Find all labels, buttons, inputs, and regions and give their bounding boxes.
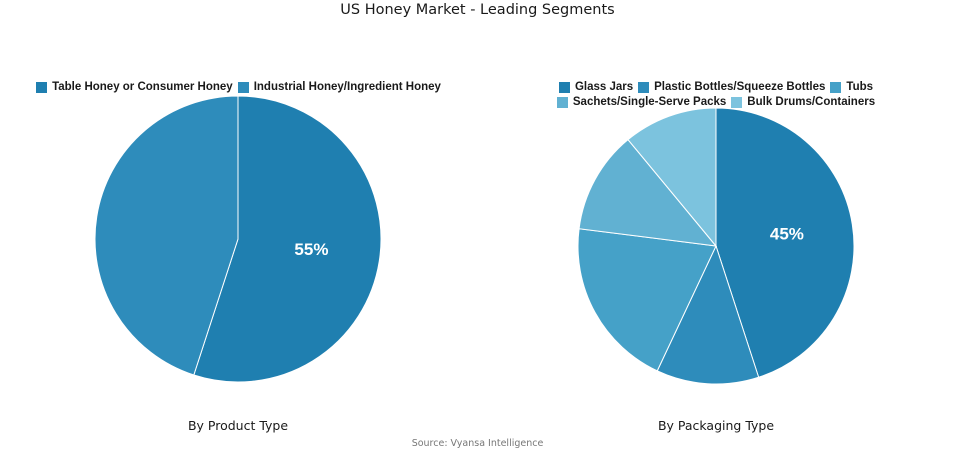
- legend-swatch: [36, 82, 48, 93]
- legend-label: Bulk Drums/Containers: [747, 96, 876, 108]
- pie-slice: [94, 95, 239, 376]
- legend-item: Industrial Honey/Ingredient Honey: [237, 80, 441, 95]
- subtitle-product-type: By Product Type: [187, 418, 289, 433]
- legend-label: Sachets/Single-Serve Packs: [572, 96, 727, 108]
- source-note: Source: Vyansa Intelligence: [411, 438, 544, 449]
- legend-packaging-type: Glass Jars Plastic Bottles/Squeeze Bottle…: [477, 80, 955, 110]
- legend-swatch: [558, 82, 570, 93]
- slice-data-label: 55%: [294, 240, 328, 259]
- legend-label: Table Honey or Consumer Honey: [52, 81, 233, 93]
- legend-product-type: Table Honey or Consumer Honey Industrial …: [0, 80, 477, 95]
- slice-data-label: 45%: [770, 224, 804, 243]
- legend-swatch: [556, 97, 568, 108]
- pie-slice: [656, 244, 760, 385]
- subtitle-packaging-type: By Packaging Type: [657, 418, 775, 433]
- pie-slice: [627, 107, 717, 248]
- legend-swatch: [237, 82, 249, 93]
- legend-row: Sachets/Single-Serve Packs Bulk Drums/Con…: [477, 95, 955, 110]
- legend-item: Sachets/Single-Serve Packs: [556, 95, 727, 110]
- legend-item: Glass Jars: [558, 80, 634, 95]
- pie-slice: [193, 95, 382, 383]
- legend-item: Tubs: [830, 80, 873, 95]
- legend-item: Table Honey or Consumer Honey: [36, 80, 233, 95]
- pie-chart-product-type: 55%: [94, 95, 382, 383]
- legend-label: Plastic Bottles/Squeeze Bottles: [654, 81, 826, 93]
- pie-slice: [577, 228, 717, 372]
- legend-swatch: [830, 82, 842, 93]
- legend-swatch: [731, 97, 743, 108]
- legend-label: Industrial Honey/Ingredient Honey: [253, 81, 441, 93]
- legend-row: Table Honey or Consumer Honey Industrial …: [0, 80, 477, 95]
- legend-row: Glass Jars Plastic Bottles/Squeeze Bottle…: [477, 80, 955, 95]
- pie-slice: [715, 107, 855, 378]
- pie-chart-packaging-type: 45%: [577, 107, 855, 385]
- chart-title: US Honey Market - Leading Segments: [340, 2, 615, 18]
- pie-slice: [578, 138, 718, 247]
- legend-label: Tubs: [846, 81, 874, 93]
- legend-swatch: [638, 82, 650, 93]
- legend-item: Bulk Drums/Containers: [731, 95, 875, 110]
- legend-item: Plastic Bottles/Squeeze Bottles: [638, 80, 825, 95]
- legend-label: Glass Jars: [574, 81, 634, 93]
